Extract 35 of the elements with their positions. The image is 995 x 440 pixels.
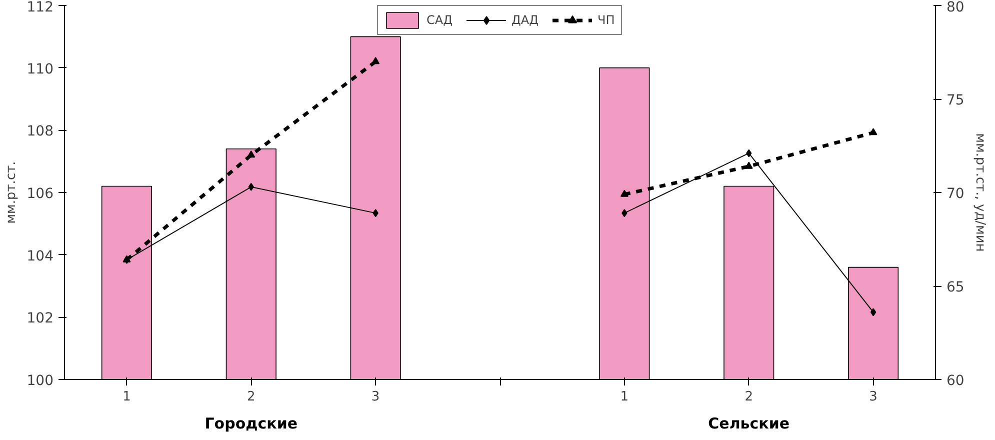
text: Сельские — [708, 414, 790, 432]
y-tick-label: 108 — [26, 124, 54, 140]
legend-label: ДАД — [512, 13, 538, 27]
y-tick-label: 100 — [26, 373, 54, 389]
y2-tick-label: 80 — [946, 0, 964, 16]
x-tick-label: 2 — [744, 390, 754, 404]
y2-tick-label: 65 — [946, 280, 964, 296]
y-tick-label: 106 — [26, 186, 54, 202]
x-tick-label: 1 — [620, 390, 629, 404]
y2-tick-label: 70 — [946, 186, 964, 202]
point — [744, 162, 753, 169]
y-tick-label: 110 — [26, 61, 54, 78]
y-tick-label: 112 — [26, 0, 54, 16]
y2-tick-label: 60 — [946, 373, 964, 389]
point — [372, 209, 378, 218]
legend-label: ЧП — [597, 13, 616, 27]
point — [372, 57, 380, 64]
x-tick-label: 3 — [869, 390, 878, 404]
point — [622, 209, 628, 218]
point — [620, 190, 628, 197]
y2-tick-label: 75 — [946, 92, 964, 108]
y-axis-title: мм.рт.ст. — [4, 161, 19, 224]
y-tick-label: 104 — [26, 248, 54, 264]
y2-axis-title: мм.рт.ст., уд/мин — [972, 133, 988, 252]
point — [869, 128, 878, 136]
point — [248, 182, 254, 191]
point — [746, 149, 752, 158]
text: Городские — [204, 414, 298, 432]
x-tick-label: 3 — [371, 390, 380, 404]
y-tick-label: 102 — [26, 310, 54, 327]
point — [247, 150, 256, 158]
point — [870, 308, 876, 316]
x-tick-label: 1 — [122, 390, 131, 404]
legend-label: САД — [426, 13, 452, 27]
x-tick-label: 2 — [247, 390, 256, 404]
